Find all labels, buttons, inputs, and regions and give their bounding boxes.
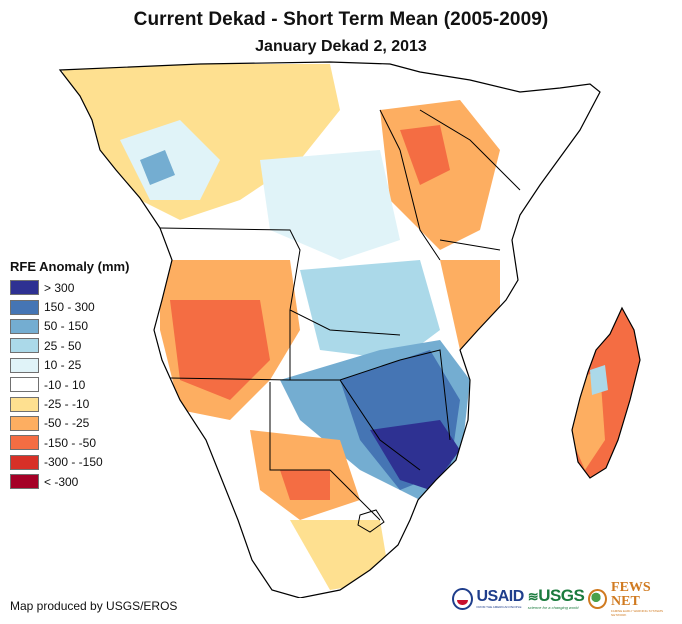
anomaly-zone-wet-gabon xyxy=(120,120,220,200)
country-border xyxy=(269,382,330,471)
legend-swatch xyxy=(10,318,39,334)
legend-label: -300 - -150 xyxy=(44,455,103,470)
legend-item: < -300 xyxy=(10,472,129,491)
country-border xyxy=(289,310,401,381)
legend-item: 10 - 25 xyxy=(10,356,129,375)
legend-swatch xyxy=(10,435,39,451)
legend-swatch xyxy=(10,299,39,315)
anomaly-zone-congo-basin xyxy=(260,150,400,260)
country-border xyxy=(399,349,451,441)
fews-tagline: FAMINE EARLY WARNING SYSTEMS NETWORK xyxy=(611,609,664,617)
anomaly-zone-wet-spot xyxy=(140,150,175,185)
legend-item: 50 - 150 xyxy=(10,317,129,336)
usaid-logo: USAID FROM THE AMERICAN PEOPLE xyxy=(476,588,525,610)
legend-swatch xyxy=(10,396,39,412)
anomaly-map xyxy=(58,61,641,598)
legend-label: 150 - 300 xyxy=(44,300,95,315)
legend-swatch xyxy=(10,357,39,373)
usaid-seal-icon xyxy=(452,588,473,610)
anomaly-zone-zambia xyxy=(300,260,440,360)
map-title: Current Dekad - Short Term Mean (2005-20… xyxy=(133,9,549,30)
country-border xyxy=(159,227,401,336)
legend-swatch xyxy=(10,454,39,470)
legend-swatch xyxy=(10,377,39,393)
legend-label: 50 - 150 xyxy=(44,319,89,334)
madagascar-raster xyxy=(572,308,640,478)
country-border xyxy=(379,109,401,151)
legend-swatch xyxy=(10,280,39,296)
legend-item: -25 - -10 xyxy=(10,394,129,413)
legend-item: -50 - -25 xyxy=(10,414,129,433)
legend-label: 25 - 50 xyxy=(44,338,82,353)
anomaly-zone-madagascar xyxy=(572,308,640,478)
legend-item: 25 - 50 xyxy=(10,336,129,355)
map-subtitle: January Dekad 2, 2013 xyxy=(255,38,427,55)
usaid-tagline: FROM THE AMERICAN PEOPLE xyxy=(476,605,522,609)
country-border xyxy=(399,149,441,261)
country-border xyxy=(419,109,521,191)
anomaly-zone-madagascar-wet xyxy=(590,365,608,395)
anomaly-zone-angola-core xyxy=(170,300,270,400)
anomaly-zone-mozambique-south xyxy=(370,420,460,490)
map-credit: Map produced by USGS/EROS xyxy=(10,599,178,613)
country-border xyxy=(169,377,291,381)
legend-label: -50 - -25 xyxy=(44,416,90,431)
usaid-wordmark: USAID xyxy=(476,588,525,605)
lesotho-border xyxy=(357,509,385,533)
usgs-text: USGS xyxy=(538,586,585,605)
legend-item: 150 - 300 xyxy=(10,297,129,316)
legend-label: > 300 xyxy=(44,280,75,295)
coastline xyxy=(58,61,601,598)
legend-label: -10 - 10 xyxy=(44,377,86,392)
partner-logos: USAID FROM THE AMERICAN PEOPLE ≋USGS sci… xyxy=(452,580,677,618)
legend-label: < -300 xyxy=(44,474,79,489)
legend-swatch xyxy=(10,415,39,431)
legend-item: > 300 xyxy=(10,278,129,297)
legend-item: -300 - -150 xyxy=(10,453,129,472)
legend-item: -150 - -50 xyxy=(10,433,129,452)
legend: RFE Anomaly (mm) > 300 150 - 300 50 - 150 2… xyxy=(10,259,129,491)
legend-label: 10 - 25 xyxy=(44,358,82,373)
anomaly-zone-congo-core xyxy=(400,125,450,185)
legend-label: -25 - -10 xyxy=(44,397,90,412)
fews-logo: FEWS NET FAMINE EARLY WARNING SYSTEMS NE… xyxy=(611,580,677,618)
anomaly-zone-south-africa xyxy=(290,520,390,590)
fews-wordmark: FEWS NET xyxy=(611,580,651,609)
legend-title: RFE Anomaly (mm) xyxy=(10,259,130,274)
usgs-wordmark: ≋USGS xyxy=(527,586,585,605)
country-border xyxy=(439,239,501,251)
anomaly-zone-kalahari xyxy=(280,470,330,500)
usgs-tagline: science for a changing world xyxy=(527,605,579,610)
usgs-logo: ≋USGS science for a changing world xyxy=(527,586,585,610)
legend-swatch xyxy=(10,338,39,354)
country-border xyxy=(339,379,421,471)
legend-item: -10 - 10 xyxy=(10,375,129,394)
legend-label: -150 - -50 xyxy=(44,435,97,450)
fews-globe-icon xyxy=(588,589,608,609)
legend-swatch xyxy=(10,474,39,490)
madagascar-coastline xyxy=(571,306,641,479)
